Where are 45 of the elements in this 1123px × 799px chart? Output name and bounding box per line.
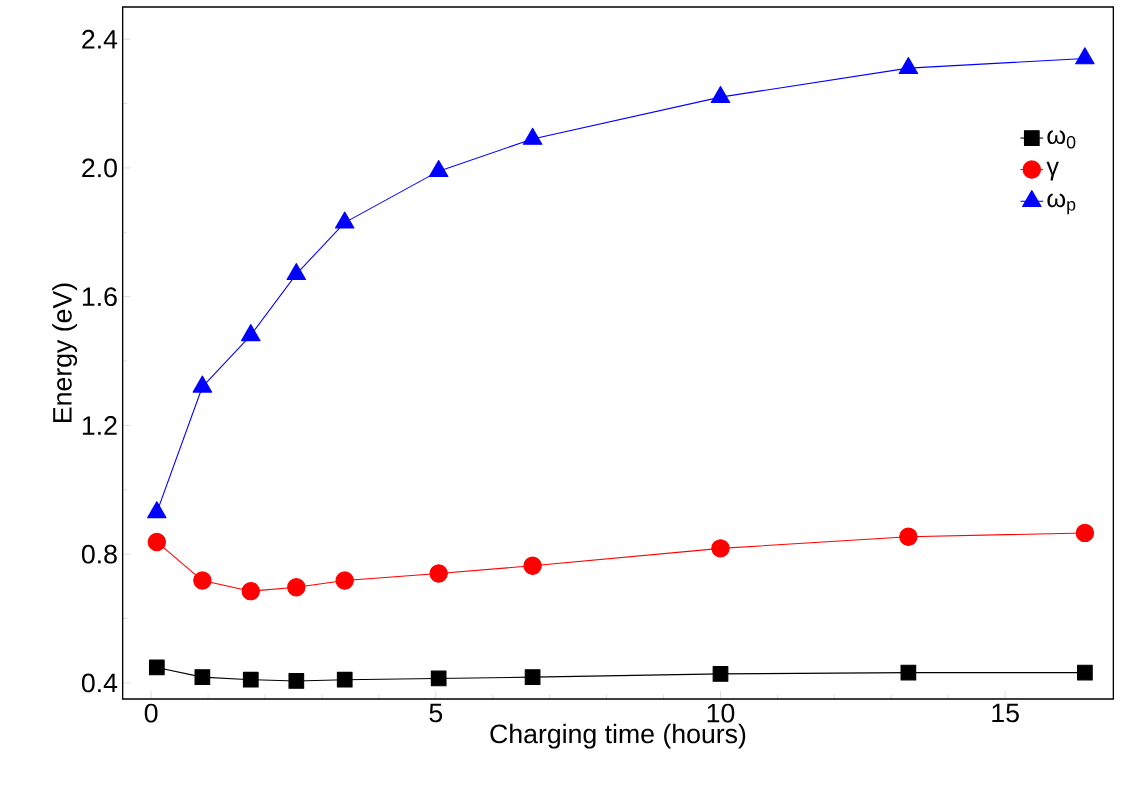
legend-label: γ (1046, 161, 1059, 181)
x-axis-title: Charging time (hours) (490, 723, 746, 749)
y-tick-label: 2.0 (82, 158, 117, 178)
point (148, 659, 165, 676)
point (241, 581, 260, 601)
point (240, 324, 261, 342)
point (1075, 523, 1095, 543)
x-tick-label: 15 (992, 703, 1019, 723)
point (1077, 664, 1093, 681)
point (194, 669, 211, 685)
x-tick-label: 5 (429, 703, 443, 723)
point (524, 669, 541, 685)
point (335, 571, 354, 590)
point (193, 571, 212, 590)
x-tick-label: 10 (707, 703, 735, 723)
point (711, 539, 730, 558)
y-axis-title: Energy (eV) (52, 283, 78, 422)
y-tick-label: 0.8 (81, 544, 117, 564)
x-tick-label: 0 (144, 703, 158, 723)
point (1075, 47, 1095, 65)
point (334, 211, 355, 229)
y-tick-label: 1.2 (82, 416, 117, 435)
point (287, 578, 306, 597)
point (710, 85, 731, 103)
y-tick-label: 2.4 (82, 29, 118, 49)
point (147, 501, 167, 519)
point (523, 556, 542, 575)
point (429, 564, 448, 583)
point (428, 159, 449, 178)
legend-label: ω$_{0}$ (1047, 130, 1076, 149)
point (288, 673, 305, 689)
y-tick-label: 0.4 (81, 673, 118, 693)
point (430, 670, 447, 687)
point (712, 666, 729, 682)
point (242, 671, 259, 688)
legend-label: ω$_{p}$ (1047, 193, 1076, 215)
point (898, 56, 919, 75)
point (522, 127, 543, 145)
y-tick-label: 1.6 (82, 287, 117, 307)
point (286, 262, 307, 281)
point (336, 671, 353, 688)
point (900, 664, 917, 681)
point (192, 375, 213, 393)
point (147, 532, 167, 552)
point (899, 527, 918, 546)
